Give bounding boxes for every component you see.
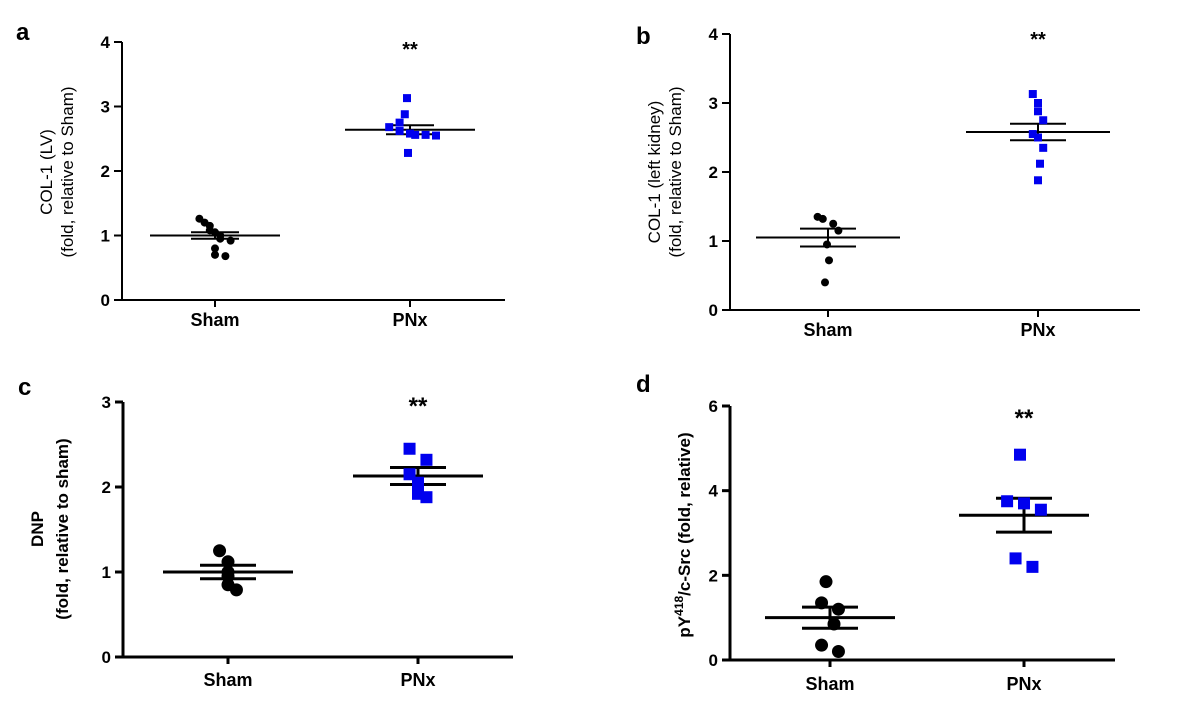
data-point-d-sham-4: [815, 638, 829, 652]
y-axis-label-b-line1: COL-1 (left kidney): [645, 101, 664, 244]
data-point-b-sham-1: [818, 214, 827, 223]
panel-b: b COL-1 (left kidney) (fold, relative to…: [636, 23, 1140, 340]
y-axis-label-d: pY418/c-Src (fold, relative): [672, 432, 694, 637]
data-point-d-sham-0: [819, 575, 833, 589]
data-point-a-sham-7: [226, 236, 235, 245]
y-tick-label-b-1: 1: [709, 232, 718, 251]
data-point-a-pnx-7: [421, 130, 430, 139]
y-tick-label-b-3: 3: [709, 94, 718, 113]
data-point-a-sham-6: [216, 234, 225, 243]
data-point-b-sham-3: [834, 226, 843, 235]
panel-letter-a: a: [16, 19, 30, 46]
data-point-d-pnx-4: [1009, 552, 1022, 565]
data-point-a-pnx-6: [411, 130, 420, 139]
y-tick-label-d-6: 6: [709, 397, 718, 416]
data-point-b-pnx-8: [1034, 176, 1042, 185]
data-point-c-pnx-5: [420, 491, 433, 504]
panel-d: d pY418/c-Src (fold, relative) ** Sham P…: [636, 371, 1115, 694]
y-tick-label-b-0: 0: [709, 301, 718, 320]
data-point-a-pnx-9: [404, 148, 412, 157]
x-category-label-c-sham: Sham: [203, 670, 252, 690]
data-point-d-pnx-2: [1018, 497, 1030, 510]
significance-marker-c: **: [409, 393, 428, 420]
data-point-a-sham-8: [211, 244, 219, 253]
significance-marker-d: **: [1015, 405, 1034, 432]
y-tick-label-a-1: 1: [101, 227, 110, 246]
panel-c: c DNP (fold, relative to sham) ** Sham P…: [18, 374, 513, 690]
data-point-a-pnx-3: [385, 123, 394, 132]
y-axis-label-a-line1: COL-1 (LV): [37, 129, 56, 215]
data-point-b-pnx-0: [1028, 90, 1037, 99]
y-tick-label-c-1: 1: [102, 563, 111, 582]
data-point-c-sham-5: [229, 583, 243, 597]
data-point-c-pnx-1: [420, 453, 433, 466]
data-point-d-sham-1: [815, 596, 829, 610]
data-point-c-sham-0: [213, 544, 227, 558]
y-tick-label-d-4: 4: [709, 482, 719, 501]
panel-letter-b: b: [636, 23, 651, 50]
data-point-c-sham-1: [221, 555, 235, 569]
data-point-b-pnx-3: [1039, 116, 1048, 125]
y-axis-label-b-line2: (fold, relative to Sham): [666, 86, 685, 257]
data-point-b-sham-6: [821, 278, 829, 287]
y-tick-label-b-2: 2: [709, 163, 718, 182]
y-tick-label-a-3: 3: [101, 98, 110, 117]
significance-marker-b: **: [1030, 29, 1046, 51]
data-point-b-pnx-4: [1028, 130, 1037, 139]
data-point-c-pnx-0: [403, 442, 416, 455]
data-point-a-pnx-2: [395, 118, 404, 127]
data-point-a-sham-10: [221, 252, 230, 261]
panel-letter-d: d: [636, 371, 651, 398]
y-axis-label-a-line2: (fold, relative to Sham): [58, 86, 77, 257]
y-tick-label-b-4: 4: [709, 25, 719, 44]
y-tick-label-a-0: 0: [101, 291, 110, 310]
y-tick-label-a-2: 2: [101, 162, 110, 181]
panel-letter-c: c: [18, 374, 31, 401]
data-point-a-sham-9: [211, 250, 219, 259]
x-category-label-b-sham: Sham: [803, 320, 852, 340]
y-tick-label-d-2: 2: [709, 566, 718, 585]
y-tick-label-c-3: 3: [102, 393, 111, 412]
y-tick-label-c-0: 0: [102, 648, 111, 667]
x-category-label-c-pnx: PNx: [400, 670, 435, 690]
data-point-d-sham-5: [831, 645, 845, 659]
data-point-b-pnx-7: [1036, 159, 1044, 168]
data-point-c-pnx-3: [412, 476, 424, 489]
panel-a: a COL-1 (LV) (fold, relative to Sham) **…: [16, 19, 505, 330]
data-point-d-pnx-0: [1014, 448, 1026, 461]
y-tick-label-a-4: 4: [101, 33, 111, 52]
x-category-label-a-pnx: PNx: [392, 310, 427, 330]
data-point-b-sham-4: [823, 240, 831, 249]
data-point-a-pnx-1: [400, 110, 409, 119]
y-axis-label-c-line2: (fold, relative to sham): [53, 438, 72, 619]
data-point-b-pnx-5: [1034, 133, 1042, 142]
data-point-a-pnx-5: [406, 129, 414, 138]
data-point-b-sham-2: [829, 219, 838, 228]
x-category-label-d-sham: Sham: [805, 674, 854, 694]
data-point-a-pnx-8: [432, 131, 440, 140]
data-point-b-pnx-6: [1039, 143, 1048, 152]
data-point-d-pnx-1: [1001, 495, 1014, 508]
x-category-label-a-sham: Sham: [190, 310, 239, 330]
data-point-d-pnx-5: [1026, 560, 1039, 573]
data-point-a-pnx-4: [395, 127, 404, 136]
data-point-d-sham-3: [827, 617, 841, 631]
data-point-a-pnx-0: [403, 94, 411, 103]
data-point-b-pnx-2: [1034, 107, 1042, 116]
data-point-b-sham-5: [825, 256, 833, 265]
data-point-b-pnx-1: [1034, 99, 1042, 107]
data-point-d-pnx-3: [1034, 503, 1047, 516]
significance-marker-a: **: [402, 39, 418, 61]
data-point-d-sham-2: [831, 602, 845, 616]
y-tick-label-c-2: 2: [102, 478, 111, 497]
y-tick-label-d-0: 0: [709, 651, 718, 670]
y-axis-label-c-line1: DNP: [28, 511, 47, 547]
x-category-label-d-pnx: PNx: [1006, 674, 1041, 694]
x-category-label-b-pnx: PNx: [1020, 320, 1055, 340]
